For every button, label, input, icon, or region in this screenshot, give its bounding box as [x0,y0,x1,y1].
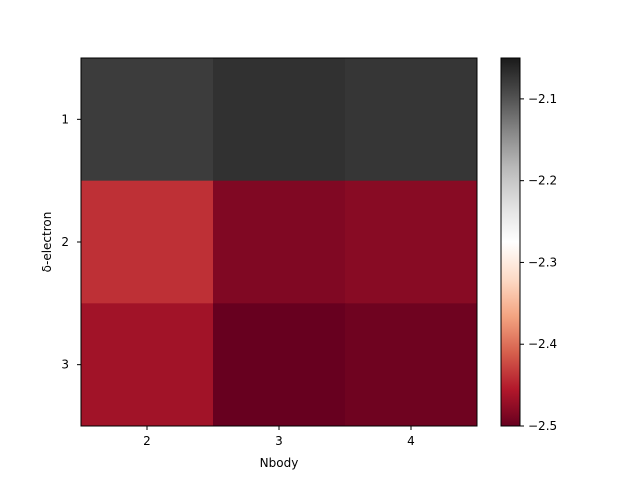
heatmap-cells [81,58,478,427]
x-tick-label: 3 [275,434,283,448]
colorbar-ticks: −2.1 −2.2 −2.3 −2.4 −2.5 [520,92,557,433]
x-axis-label: Nbody [260,456,299,470]
y-tick-label: 1 [61,112,69,126]
y-tick-label: 2 [61,235,69,249]
colorbar-tick-label: −2.1 [528,92,557,106]
colorbar-tick-label: −2.3 [528,255,557,269]
y-tick-label: 3 [61,358,69,372]
colorbar-tick-label: −2.5 [528,419,557,433]
heatmap-cell [81,180,214,304]
y-axis-label: δ-electron [40,212,54,273]
colorbar [500,57,521,427]
colorbar-tick-label: −2.4 [528,337,557,351]
y-axis-ticks: 1 2 3 [61,112,81,372]
heatmap-cell [345,58,478,182]
x-tick-label: 4 [407,434,415,448]
heatmap-cell [345,303,478,427]
heatmap-cell [81,58,214,182]
x-tick-label: 2 [143,434,151,448]
heatmap-cell [81,303,214,427]
heatmap-cell [213,180,346,304]
heatmap-cell [213,58,346,182]
heatmap-cell [213,303,346,427]
colorbar-tick-label: −2.2 [528,174,557,188]
x-axis-ticks: 2 3 4 [143,426,415,448]
heatmap-cell [345,180,478,304]
